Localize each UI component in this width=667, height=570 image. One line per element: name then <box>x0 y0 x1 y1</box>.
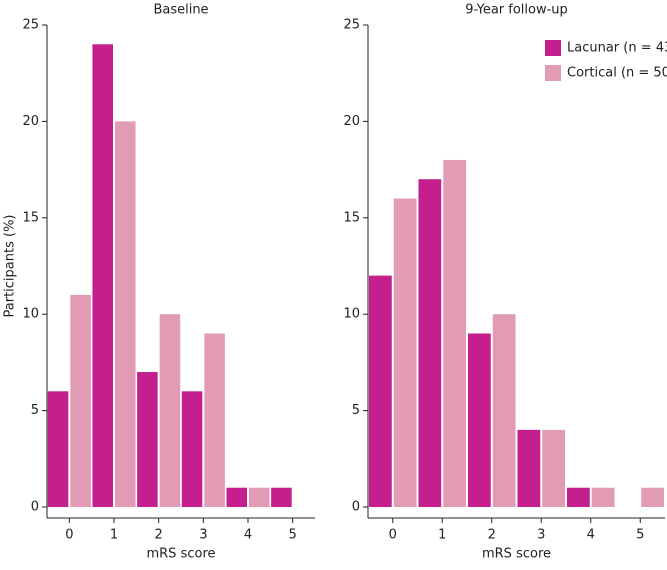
x-tick-label: 0 <box>389 528 397 543</box>
bar <box>517 429 541 507</box>
x-tick-label: 3 <box>537 528 545 543</box>
x-tick-label: 1 <box>110 528 118 543</box>
bar <box>393 198 417 507</box>
bar <box>181 391 203 507</box>
legend-swatch <box>545 65 561 81</box>
y-tick-label: 20 <box>343 114 360 129</box>
y-tick-label: 10 <box>22 307 39 322</box>
bar <box>566 487 590 507</box>
y-axis-label: Participants (%) <box>3 215 18 318</box>
x-axis-label: mRS score <box>482 547 551 562</box>
x-tick-label: 3 <box>199 528 207 543</box>
bar <box>368 275 392 507</box>
chart-title: Baseline <box>153 3 208 18</box>
chart-title: 9-Year follow-up <box>465 3 568 18</box>
y-tick-label: 0 <box>31 500 39 515</box>
bar <box>47 391 69 507</box>
bar <box>492 314 516 507</box>
bar <box>70 294 91 507</box>
bar <box>542 429 566 507</box>
bar <box>137 372 158 507</box>
legend-swatch <box>545 40 561 56</box>
legend-label: Lacunar (n = 43) <box>567 41 667 56</box>
bar <box>591 487 615 507</box>
y-tick-label: 25 <box>22 18 39 33</box>
bar <box>226 487 247 507</box>
bar <box>271 487 292 507</box>
bar <box>204 333 225 507</box>
y-tick-label: 15 <box>343 210 360 225</box>
bar <box>115 121 136 508</box>
y-tick-label: 5 <box>31 403 39 418</box>
y-tick-label: 0 <box>352 500 360 515</box>
bar <box>249 487 270 507</box>
bar <box>443 159 467 507</box>
y-tick-label: 10 <box>343 307 360 322</box>
bar <box>641 487 665 507</box>
x-tick-label: 0 <box>65 528 73 543</box>
y-tick-label: 25 <box>343 18 360 33</box>
x-tick-label: 4 <box>587 528 595 543</box>
y-tick-label: 20 <box>22 114 39 129</box>
x-tick-label: 4 <box>244 528 252 543</box>
y-tick-label: 5 <box>352 403 360 418</box>
x-tick-label: 5 <box>636 528 644 543</box>
x-tick-label: 2 <box>488 528 496 543</box>
x-tick-label: 5 <box>289 528 297 543</box>
bar <box>92 44 113 507</box>
bar <box>467 333 491 507</box>
y-tick-label: 15 <box>22 210 39 225</box>
x-tick-label: 1 <box>438 528 446 543</box>
bar <box>159 314 181 507</box>
x-axis-label: mRS score <box>146 547 215 562</box>
bar <box>418 179 442 508</box>
legend-label: Cortical (n = 50) <box>567 66 667 81</box>
x-tick-label: 2 <box>155 528 163 543</box>
